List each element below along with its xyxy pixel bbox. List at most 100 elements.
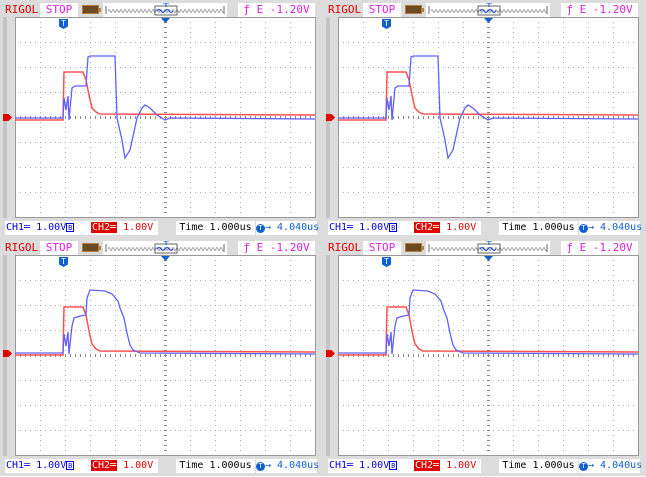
scope-panel-4: RIGOL STOP ƒ E -1.20V T CH1═ 1.00V B CH2═… — [323, 238, 646, 476]
trigger-status[interactable]: ƒ E -1.20V — [561, 3, 638, 17]
trigger-position-marker[interactable]: T — [59, 257, 68, 267]
waveform-grid — [15, 255, 316, 456]
horizontal-center-marker — [161, 256, 170, 261]
ch1-status[interactable]: CH1═ 1.00V B — [5, 459, 91, 473]
trigger-offset-value: → 4.040us — [265, 222, 320, 233]
ch2-status[interactable]: CH2═ 1.00V — [414, 221, 481, 235]
ch1-trace — [338, 55, 639, 160]
ch1-trace — [338, 289, 639, 355]
trigger-position-marker[interactable]: T — [59, 19, 68, 29]
ch1-trace — [15, 289, 316, 355]
ch2-scale: 1.00V — [446, 460, 477, 471]
battery-icon — [405, 5, 424, 14]
ch2-label: CH2═ — [91, 222, 118, 233]
waveform-display — [15, 255, 316, 456]
brand-logo: RIGOL — [5, 241, 39, 254]
timebase-status[interactable]: Time 1.000us — [176, 221, 255, 235]
waveform-display — [15, 17, 316, 218]
trigger-offset-status[interactable]: T → 4.040us — [579, 221, 643, 235]
memory-waveform-icon — [105, 2, 225, 16]
trigger-offset-icon: T — [579, 224, 588, 233]
ch2-scale: 1.00V — [123, 222, 154, 233]
ch1-scale: 1.00V — [36, 222, 67, 233]
trigger-status[interactable]: ƒ E -1.20V — [238, 241, 315, 255]
ch1-label: CH1═ — [6, 460, 31, 471]
ch2-trace — [338, 71, 639, 121]
waveform-grid — [338, 17, 639, 218]
ch1-label: CH1═ — [329, 460, 354, 471]
waveform-display — [338, 17, 639, 218]
ch2-status[interactable]: CH2═ 1.00V — [91, 221, 158, 235]
trigger-offset-status[interactable]: T → 4.040us — [256, 221, 320, 235]
battery-icon — [82, 243, 101, 252]
ch1-scale: 1.00V — [36, 460, 67, 471]
trigger-offset-status[interactable]: T → 4.040us — [579, 459, 643, 473]
scope-panel-3: RIGOL STOP ƒ E -1.20V T CH1═ 1.00V B CH2═… — [0, 238, 323, 476]
ch1-scale: 1.00V — [359, 460, 390, 471]
ch2-trace — [15, 71, 316, 121]
trigger-offset-icon: T — [256, 224, 265, 233]
bandwidth-limit-icon: B — [66, 222, 75, 232]
ch2-label: CH2═ — [91, 460, 118, 471]
trigger-position-marker[interactable]: T — [382, 19, 391, 29]
horizontal-center-marker — [484, 256, 493, 261]
memory-waveform-icon — [428, 2, 548, 16]
ch1-status[interactable]: CH1═ 1.00V B — [328, 459, 414, 473]
trigger-offset-icon: T — [579, 462, 588, 471]
ch1-trace — [15, 55, 316, 160]
trigger-status[interactable]: ƒ E -1.20V — [561, 241, 638, 255]
bandwidth-limit-icon: B — [389, 460, 398, 470]
ch1-status[interactable]: CH1═ 1.00V B — [5, 221, 91, 235]
run-state-badge[interactable]: STOP — [363, 241, 401, 255]
trigger-offset-value: → 4.040us — [588, 222, 643, 233]
trigger-offset-status[interactable]: T → 4.040us — [256, 459, 320, 473]
waveform-grid — [15, 17, 316, 218]
ch2-ground-marker[interactable] — [326, 350, 335, 357]
trigger-status[interactable]: ƒ E -1.20V — [238, 3, 315, 17]
trigger-offset-icon: T — [256, 462, 265, 471]
ch2-scale: 1.00V — [446, 222, 477, 233]
trigger-offset-value: → 4.040us — [588, 460, 643, 471]
ch2-trace — [15, 306, 316, 356]
battery-icon — [82, 5, 101, 14]
run-state-badge[interactable]: STOP — [363, 3, 401, 17]
battery-icon — [405, 243, 424, 252]
ch2-label: CH2═ — [414, 222, 441, 233]
timebase-status[interactable]: Time 1.000us — [499, 221, 578, 235]
ch1-scale: 1.00V — [359, 222, 390, 233]
ch1-label: CH1═ — [329, 222, 354, 233]
memory-position-bar[interactable] — [426, 2, 550, 17]
ch2-ground-marker[interactable] — [3, 114, 12, 121]
ch2-trace — [338, 306, 639, 356]
memory-position-bar[interactable] — [426, 240, 550, 255]
brand-logo: RIGOL — [5, 3, 39, 16]
run-state-badge[interactable]: STOP — [40, 3, 78, 17]
ch1-label: CH1═ — [6, 222, 31, 233]
trigger-position-marker[interactable]: T — [382, 257, 391, 267]
scope-panel-1: RIGOL STOP ƒ E -1.20V T CH1═ 1.00V B CH2═… — [0, 0, 323, 238]
horizontal-center-marker — [484, 18, 493, 23]
waveform-display — [338, 255, 639, 456]
bandwidth-limit-icon: B — [389, 222, 398, 232]
ch2-scale: 1.00V — [123, 460, 154, 471]
scope-panel-2: RIGOL STOP ƒ E -1.20V T CH1═ 1.00V B CH2═… — [323, 0, 646, 238]
ch2-ground-marker[interactable] — [3, 350, 12, 357]
bandwidth-limit-icon: B — [66, 460, 75, 470]
ch1-status[interactable]: CH1═ 1.00V B — [328, 221, 414, 235]
horizontal-center-marker — [161, 18, 170, 23]
brand-logo: RIGOL — [328, 3, 362, 16]
memory-waveform-icon — [428, 240, 548, 254]
ch2-status[interactable]: CH2═ 1.00V — [91, 459, 158, 473]
waveform-grid — [338, 255, 639, 456]
memory-position-bar[interactable] — [103, 240, 227, 255]
memory-waveform-icon — [105, 240, 225, 254]
brand-logo: RIGOL — [328, 241, 362, 254]
run-state-badge[interactable]: STOP — [40, 241, 78, 255]
ch2-ground-marker[interactable] — [326, 114, 335, 121]
trigger-offset-value: → 4.040us — [265, 460, 320, 471]
timebase-status[interactable]: Time 1.000us — [176, 459, 255, 473]
ch2-status[interactable]: CH2═ 1.00V — [414, 459, 481, 473]
timebase-status[interactable]: Time 1.000us — [499, 459, 578, 473]
ch2-label: CH2═ — [414, 460, 441, 471]
memory-position-bar[interactable] — [103, 2, 227, 17]
